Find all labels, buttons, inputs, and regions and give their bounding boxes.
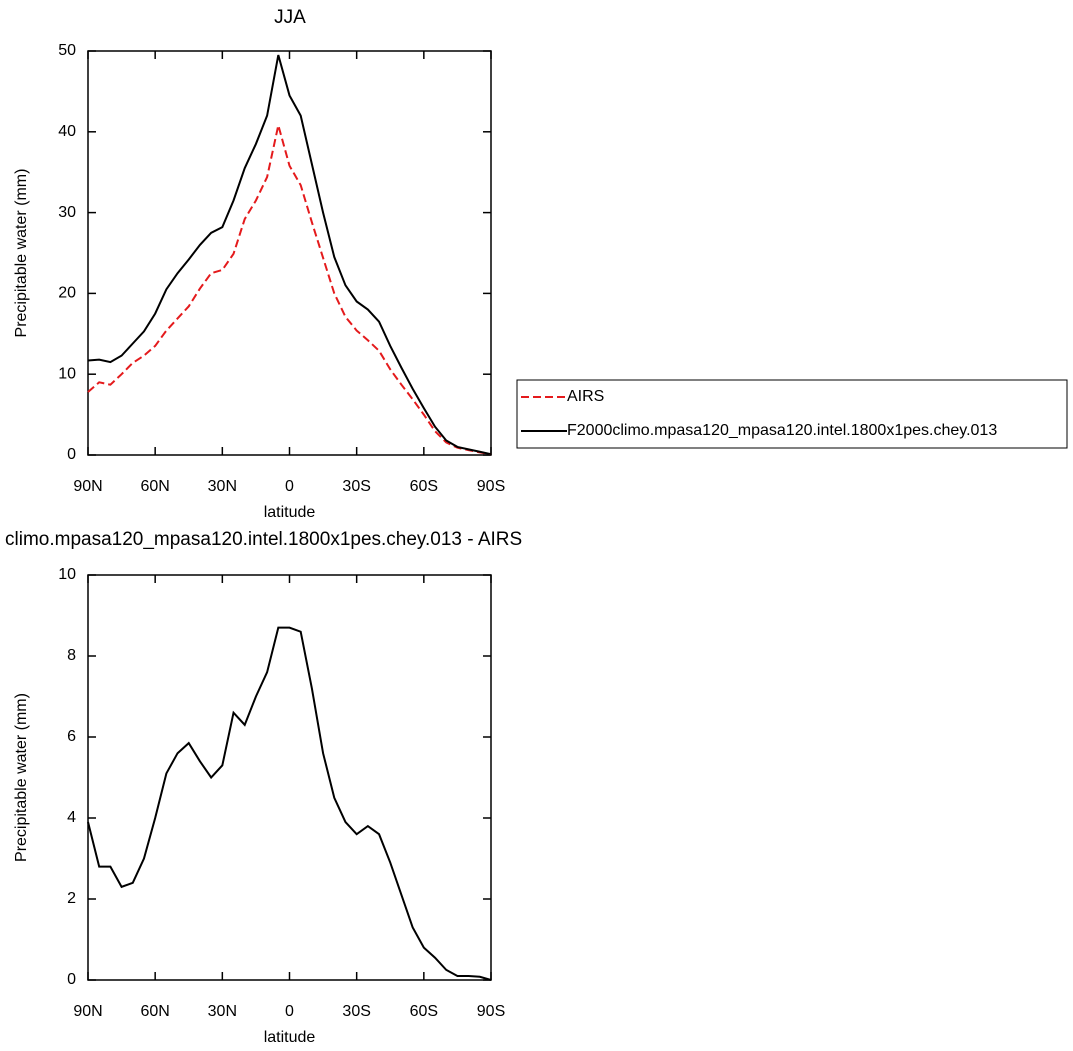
- x-tick-label: 30N: [208, 1003, 237, 1020]
- x-tick-label: 0: [285, 478, 294, 495]
- legend-label: F2000climo.mpasa120_mpasa120.intel.1800x…: [567, 422, 997, 439]
- data-line: [87, 626, 492, 981]
- x-tick-label: 90N: [73, 478, 102, 495]
- x-tick-label: 30S: [342, 478, 370, 495]
- y-tick-label: 50: [58, 42, 76, 59]
- x-tick-label: 60S: [410, 478, 438, 495]
- legend-label: AIRS: [567, 388, 604, 405]
- x-axis-label: latitude: [264, 504, 316, 521]
- y-tick-label: 4: [67, 809, 76, 826]
- x-tick-label: 60N: [140, 1003, 169, 1020]
- y-tick-label: 30: [58, 204, 76, 221]
- x-tick-label: 90S: [477, 478, 505, 495]
- data-line: [87, 125, 492, 456]
- y-tick-label: 20: [58, 285, 76, 302]
- x-tick-label: 60S: [410, 1003, 438, 1020]
- x-tick-label: 60N: [140, 478, 169, 495]
- plot-frame: [87, 574, 492, 981]
- y-axis-label: Precipitable water (mm): [13, 169, 30, 338]
- y-tick-label: 10: [58, 365, 76, 382]
- y-tick-label: 2: [67, 890, 76, 907]
- x-tick-label: 0: [285, 1003, 294, 1020]
- chart-title: JJA: [274, 7, 306, 28]
- legend-box: [516, 379, 1068, 449]
- x-tick-label: 90S: [477, 1003, 505, 1020]
- y-tick-label: 8: [67, 647, 76, 664]
- y-tick-label: 0: [67, 446, 76, 463]
- plot-frame: [87, 50, 492, 456]
- x-tick-label: 30S: [342, 1003, 370, 1020]
- y-tick-label: 0: [67, 971, 76, 988]
- y-tick-label: 10: [58, 566, 76, 583]
- x-tick-label: 90N: [73, 1003, 102, 1020]
- data-line: [87, 54, 492, 456]
- y-tick-label: 6: [67, 728, 76, 745]
- y-axis-label: Precipitable water (mm): [13, 693, 30, 862]
- y-tick-label: 40: [58, 123, 76, 140]
- chart-title: climo.mpasa120_mpasa120.intel.1800x1pes.…: [5, 529, 522, 550]
- x-tick-label: 30N: [208, 478, 237, 495]
- x-axis-label: latitude: [264, 1029, 316, 1046]
